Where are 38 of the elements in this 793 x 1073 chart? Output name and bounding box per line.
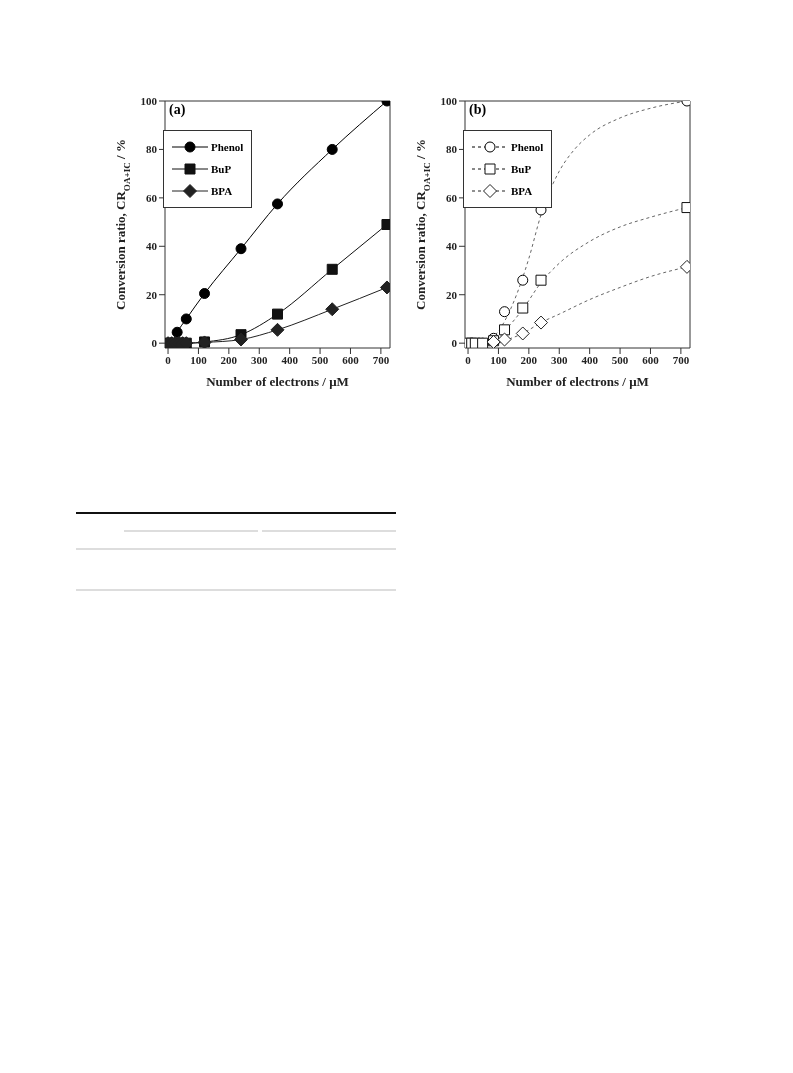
y-tick-label: 0 bbox=[151, 337, 158, 350]
legend-label: Phenol bbox=[511, 141, 544, 153]
x-tick-label: 100 bbox=[190, 353, 208, 366]
y-tick-label: 100 bbox=[440, 94, 458, 107]
legend-label: Phenol bbox=[211, 141, 244, 153]
y-tick-label: 80 bbox=[446, 143, 458, 156]
legend-label: BuP bbox=[511, 163, 532, 175]
x-tick-label: 500 bbox=[311, 353, 329, 366]
y-tick-label: 0 bbox=[451, 337, 458, 350]
y-tick-label: 40 bbox=[146, 240, 158, 253]
legend-label: BuP bbox=[211, 163, 232, 175]
x-tick-label: 300 bbox=[551, 353, 569, 366]
x-tick-label: 100 bbox=[490, 353, 508, 366]
x-axis-title: Number of electrons / μM bbox=[506, 374, 649, 389]
y-tick-label: 40 bbox=[446, 240, 458, 253]
y-tick-label: 100 bbox=[140, 94, 158, 107]
x-tick-label: 400 bbox=[581, 353, 599, 366]
x-axis-title: Number of electrons / μM bbox=[206, 374, 349, 389]
x-tick-label: 600 bbox=[642, 353, 660, 366]
x-tick-label: 700 bbox=[672, 353, 690, 366]
y-tick-label: 80 bbox=[146, 143, 158, 156]
annotation: (b) bbox=[469, 102, 487, 117]
x-tick-label: 200 bbox=[520, 353, 538, 366]
y-tick-label: 20 bbox=[146, 288, 158, 301]
x-tick-label: 700 bbox=[372, 353, 390, 366]
x-tick-label: 600 bbox=[342, 353, 360, 366]
x-tick-label: 400 bbox=[281, 353, 299, 366]
x-tick-label: 0 bbox=[165, 353, 172, 366]
annotation: (a) bbox=[169, 102, 186, 117]
x-tick-label: 0 bbox=[465, 353, 472, 366]
legend-label: BPA bbox=[511, 185, 533, 197]
y-tick-label: 60 bbox=[146, 191, 158, 204]
y-tick-label: 60 bbox=[446, 191, 458, 204]
x-tick-label: 500 bbox=[611, 353, 629, 366]
y-tick-label: 20 bbox=[446, 288, 458, 301]
x-tick-label: 200 bbox=[220, 353, 238, 366]
x-tick-label: 300 bbox=[251, 353, 269, 366]
legend-label: BPA bbox=[211, 185, 233, 197]
